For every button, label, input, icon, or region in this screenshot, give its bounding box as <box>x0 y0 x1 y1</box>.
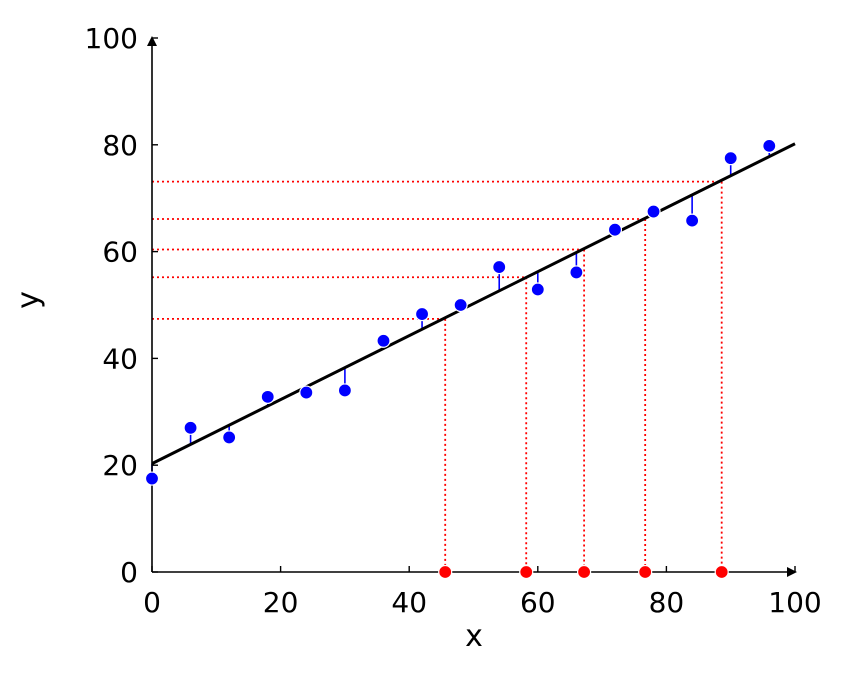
data-point <box>530 282 545 297</box>
x-tick-label: 60 <box>520 586 556 619</box>
data-point <box>569 265 584 280</box>
data-point <box>646 204 661 219</box>
residual-lines <box>151 145 771 479</box>
y-tick-label: 100 <box>85 22 138 55</box>
data-point <box>414 306 430 322</box>
tick-labels: 0 20 40 60 80 100 0 20 40 60 80 100 <box>85 22 822 619</box>
y-tick-label: 0 <box>120 556 138 589</box>
data-point <box>762 138 777 153</box>
data-point <box>376 333 391 348</box>
x-tick-label: 40 <box>391 586 427 619</box>
projected-points <box>438 564 729 580</box>
y-tick-label: 80 <box>102 129 138 162</box>
fit-line-layer <box>151 142 796 465</box>
data-point <box>723 151 738 166</box>
x-tick-label: 0 <box>143 586 161 619</box>
projection-lines <box>152 180 723 572</box>
y-tick-label: 60 <box>102 236 138 269</box>
data-point <box>183 420 198 435</box>
x-tick-label: 20 <box>263 586 299 619</box>
data-point <box>299 385 314 400</box>
projected-point <box>438 564 453 580</box>
data-points <box>144 138 777 486</box>
projected-point <box>519 564 534 580</box>
data-point <box>607 222 623 237</box>
data-point <box>453 297 468 313</box>
data-point <box>260 389 275 404</box>
projected-point <box>714 564 729 580</box>
data-point <box>337 383 352 398</box>
data-point <box>685 213 700 228</box>
data-point <box>492 259 507 275</box>
x-tick-label: 100 <box>768 586 821 619</box>
projected-point <box>638 564 653 580</box>
projected-point <box>576 564 592 580</box>
y-tick-label: 40 <box>102 342 138 375</box>
y-tick-label: 20 <box>102 449 138 482</box>
data-point <box>144 471 160 486</box>
fit-line <box>151 142 796 465</box>
x-axis-label: x <box>465 619 483 654</box>
y-axis-label: y <box>11 291 46 309</box>
data-point <box>222 430 237 445</box>
x-tick-label: 80 <box>649 586 685 619</box>
